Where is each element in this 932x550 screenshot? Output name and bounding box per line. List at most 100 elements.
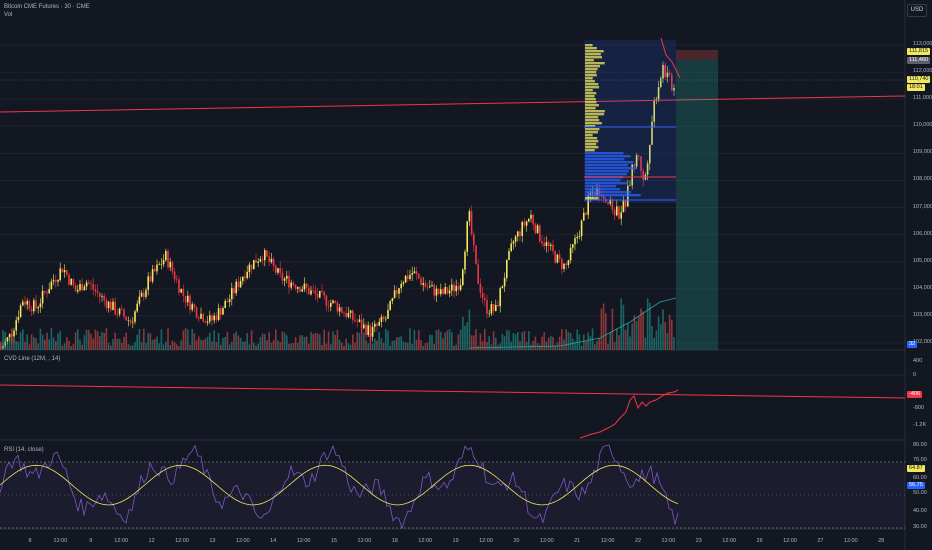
time-axis-label: 12:00 [539,538,554,544]
volume-bar [387,331,389,350]
volume-bar [668,314,671,350]
volume-bar [508,330,510,350]
time-axis-label: 12:00 [783,538,797,544]
volume-bar [464,325,466,350]
candle [605,198,607,203]
candle [303,283,306,290]
volume-bar [356,332,358,350]
candle [539,225,541,242]
volume-profile-bar [585,194,641,197]
candle [6,337,9,342]
volume-bar [484,328,486,350]
volume-bar [314,333,317,350]
cvd-axis-label: -1.2K [913,422,927,428]
price-axis-label: 104,000 [913,284,932,291]
candle [226,300,229,303]
time-axis-label: 12:00 [235,538,250,544]
candle [112,301,114,311]
time-axis-label: 20 [513,538,520,544]
volume-bar [26,334,28,350]
candle [382,316,385,319]
price-axis-label: 113,000 [913,41,932,47]
volume-bar [138,328,141,350]
volume-bar [77,329,79,350]
candle [279,268,281,273]
candle [165,251,167,261]
volume-bar [424,343,427,350]
price-axis-label: 110,000 [913,122,932,129]
time-axis-label: 12:00 [175,538,189,544]
candle [376,323,378,326]
candle [389,301,391,310]
volume-bar [226,331,229,350]
volume-bar [325,343,328,350]
candle [33,300,35,312]
volume-profile-bar [585,161,634,164]
volume-bar [440,331,442,350]
candle [301,289,303,292]
candle [182,289,185,296]
volume-bar [512,333,515,350]
candle [530,214,532,219]
candle [90,283,92,285]
candle [468,211,471,222]
candle [442,289,444,294]
candle [635,155,638,167]
candle [189,295,191,310]
price-badge: 111,815 [907,48,931,55]
time-axis-label: 28 [878,538,885,544]
volume-profile-bar [585,128,600,131]
volume-profile-bar [585,188,621,191]
volume-bar [547,337,550,350]
volume-bar [308,343,310,350]
volume-bar [321,344,323,350]
volume-bar [213,330,215,350]
volume-bar [239,337,242,350]
volume-bar [114,332,116,350]
volume-bar [338,339,341,350]
volume-bar [517,332,519,350]
candle [532,214,534,225]
volume-bar [187,329,189,350]
volume-bar [6,341,9,350]
volume-bar [473,335,475,350]
volume-bar [501,333,504,350]
volume-bar [446,330,449,350]
time-axis-label: 14 [270,538,277,544]
volume-bar [248,344,251,350]
volume-bar [323,329,325,350]
volume-bar [246,332,248,350]
candle [19,305,22,318]
candle [145,290,147,297]
candle [492,304,495,311]
time-axis-label: 12:00 [296,538,311,544]
price-axis-label: 102,000 [913,339,932,345]
candle [187,295,189,303]
volume-bar [631,323,633,350]
candle [479,283,482,293]
volume-bar [191,328,193,350]
volume-bar [66,337,68,350]
candle [173,271,176,280]
volume-bar [363,332,365,350]
candle [253,260,255,270]
candle [415,271,418,275]
volume-bar [244,341,246,350]
volume-bar [165,341,167,350]
candle [609,199,611,204]
candle [660,78,662,88]
volume-bar [222,337,224,350]
candle [129,320,132,323]
volume-bar [140,342,143,350]
candle [365,324,367,335]
volume-profile-bar [585,53,601,56]
volume-profile-bar [585,65,601,68]
candle [453,284,455,292]
volume-bar [528,331,530,350]
price-badge: 110,740 [907,76,931,83]
volume-bar [334,334,336,350]
volume-profile-bar [585,104,599,107]
candle [327,306,330,307]
currency-button[interactable]: USD [907,4,927,17]
